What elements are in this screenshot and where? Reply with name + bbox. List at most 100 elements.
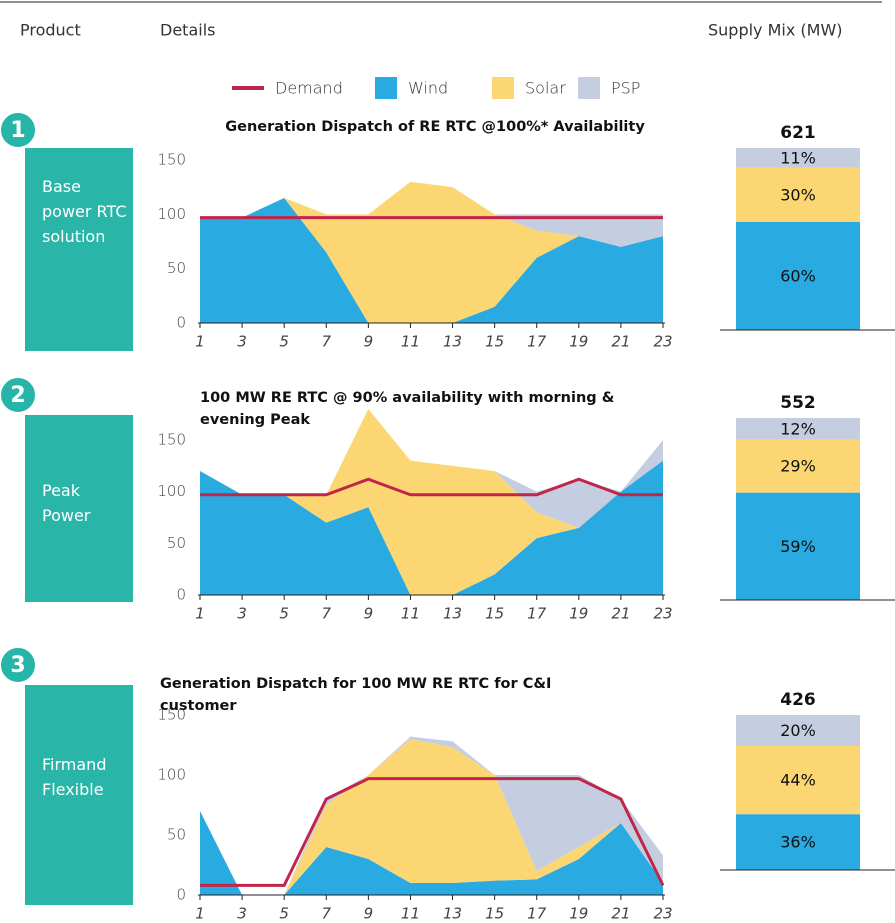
- x-tick-label: 23: [653, 333, 672, 351]
- x-tick-label: 23: [653, 605, 672, 623]
- badge: [0, 111, 37, 149]
- bar-segment: [736, 746, 860, 815]
- y-tick-label: 150: [157, 151, 186, 169]
- bar-segment: [736, 148, 860, 168]
- x-tick-label: 15: [485, 333, 504, 351]
- y-tick-label: 100: [157, 766, 186, 784]
- header-product: Product: [20, 21, 81, 40]
- x-tick-label: 5: [279, 905, 289, 923]
- area-psp: [200, 736, 663, 895]
- legend-label: Wind: [408, 79, 448, 98]
- x-tick-label: 3: [237, 905, 247, 923]
- x-tick-label: 7: [321, 905, 331, 923]
- x-tick-label: 5: [279, 605, 289, 623]
- badge: [0, 376, 37, 414]
- demand-line: [200, 477, 663, 497]
- bar-label: 12%: [780, 419, 816, 438]
- product-box: [25, 415, 133, 602]
- legend-swatch: [375, 77, 397, 99]
- legend-swatch: [578, 77, 600, 99]
- legend-label: PSP: [611, 79, 640, 98]
- chart-title: Generation Dispatch of RE RTC @100%* Ava…: [225, 119, 645, 135]
- area-psp: [200, 181, 663, 247]
- legend-swatch: [492, 77, 514, 99]
- x-tick-label: 17: [527, 905, 547, 923]
- y-tick-label: 50: [167, 259, 186, 277]
- bar-label: 30%: [780, 185, 816, 204]
- bar-label: 44%: [780, 771, 816, 790]
- bar-label: 36%: [780, 833, 816, 852]
- x-tick-label: 9: [364, 333, 374, 351]
- header-supply-mix: Supply Mix (MW): [708, 21, 843, 40]
- x-tick-label: 9: [364, 605, 374, 623]
- bar-segment: [736, 221, 860, 330]
- x-tick-label: 23: [653, 905, 672, 923]
- bar-segment: [736, 167, 860, 222]
- x-tick-label: 11: [401, 905, 420, 923]
- badge-number: 3: [10, 653, 25, 678]
- product-label: Peak Power: [42, 481, 91, 525]
- y-tick-label: 0: [176, 586, 186, 604]
- bar-segment: [736, 492, 860, 600]
- y-tick-label: 150: [157, 706, 186, 724]
- chart-title: Generation Dispatch for 100 MW RE RTC fo…: [160, 676, 552, 714]
- x-tick-label: 19: [569, 605, 588, 623]
- x-tick-label: 7: [321, 605, 331, 623]
- x-tick-label: 3: [237, 605, 247, 623]
- y-tick-label: 0: [176, 314, 186, 332]
- x-tick-label: 1: [195, 905, 205, 923]
- bar-label: 20%: [780, 721, 816, 740]
- y-tick-label: 50: [167, 826, 186, 844]
- bar-total: 552: [780, 393, 816, 413]
- x-tick-label: 21: [611, 905, 630, 923]
- x-tick-label: 15: [485, 605, 504, 623]
- x-tick-label: 1: [195, 333, 205, 351]
- bar-total: 426: [780, 690, 816, 710]
- x-tick-label: 17: [527, 333, 547, 351]
- bar-label: 11%: [780, 148, 816, 167]
- product-label: Firmand Flexible: [42, 755, 107, 799]
- x-tick-label: 7: [321, 333, 331, 351]
- y-tick-label: 150: [157, 431, 186, 449]
- bar-segment: [736, 715, 860, 746]
- area-wind: [200, 198, 663, 323]
- product-box: [25, 685, 133, 905]
- x-tick-label: 13: [443, 333, 462, 351]
- x-tick-label: 11: [401, 333, 420, 351]
- legend-label: Demand: [275, 79, 343, 98]
- y-tick-label: 100: [157, 482, 186, 500]
- product-label: Base power RTC solution: [42, 177, 127, 246]
- y-tick-label: 0: [176, 886, 186, 904]
- x-tick-label: 19: [569, 333, 588, 351]
- badge: [0, 646, 37, 684]
- x-tick-label: 3: [237, 333, 247, 351]
- bar-segment: [736, 439, 860, 493]
- legend-label: Solar: [525, 79, 566, 98]
- x-tick-label: 13: [443, 905, 462, 923]
- demand-line: [200, 777, 665, 887]
- x-tick-label: 1: [195, 605, 205, 623]
- area-wind: [200, 460, 663, 595]
- product-box: [25, 148, 133, 351]
- bar-label: 60%: [780, 266, 816, 285]
- bar-label: 29%: [780, 457, 816, 476]
- bar-segment: [736, 418, 860, 440]
- x-tick-label: 19: [569, 905, 588, 923]
- y-tick-label: 50: [167, 534, 186, 552]
- badge-number: 2: [10, 383, 25, 408]
- bar-label: 59%: [780, 537, 816, 556]
- area-psp: [200, 409, 663, 528]
- area-solar: [200, 409, 663, 595]
- area-wind: [200, 811, 663, 895]
- header-details: Details: [160, 21, 215, 40]
- bar-segment: [736, 814, 860, 870]
- x-tick-label: 5: [279, 333, 289, 351]
- x-tick-label: 13: [443, 605, 462, 623]
- x-tick-label: 21: [611, 333, 630, 351]
- x-tick-label: 15: [485, 905, 504, 923]
- y-tick-label: 100: [157, 205, 186, 223]
- x-tick-label: 11: [401, 605, 420, 623]
- x-tick-label: 17: [527, 605, 547, 623]
